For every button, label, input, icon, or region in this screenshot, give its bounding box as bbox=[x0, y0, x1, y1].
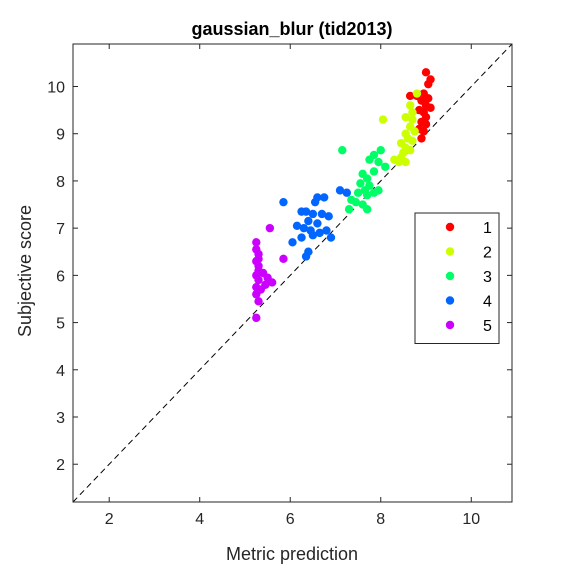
legend: 1 2 3 4 5 bbox=[414, 212, 500, 344]
data-point bbox=[362, 205, 372, 214]
legend-marker bbox=[445, 247, 455, 256]
legend-box bbox=[414, 212, 500, 344]
chart-title: gaussian_blur (tid2013) bbox=[191, 19, 392, 39]
data-point bbox=[362, 174, 372, 183]
data-point bbox=[376, 146, 385, 155]
data-point bbox=[408, 115, 417, 124]
data-point bbox=[279, 197, 288, 207]
x-tick-label: 6 bbox=[286, 511, 295, 528]
data-point bbox=[356, 179, 365, 188]
data-point bbox=[351, 197, 361, 207]
data-point bbox=[421, 120, 431, 129]
y-tick-label: 4 bbox=[56, 363, 65, 380]
data-point bbox=[374, 157, 383, 167]
x-tick-label: 4 bbox=[195, 511, 204, 528]
y-tick-label: 7 bbox=[56, 221, 65, 238]
data-point bbox=[424, 94, 433, 103]
data-point bbox=[365, 155, 374, 164]
x-axis-title: Metric prediction bbox=[226, 544, 358, 564]
legend-marker bbox=[445, 271, 455, 281]
data-point bbox=[394, 157, 404, 167]
y-tick-label: 2 bbox=[56, 457, 65, 474]
legend-label: 1 bbox=[483, 220, 492, 237]
data-point bbox=[319, 193, 329, 202]
x-tick-label: 8 bbox=[376, 511, 385, 528]
data-point bbox=[424, 79, 433, 89]
data-point bbox=[297, 233, 306, 242]
data-point bbox=[378, 115, 388, 124]
x-tick-label: 2 bbox=[105, 511, 114, 528]
data-point bbox=[310, 197, 320, 207]
data-point bbox=[252, 313, 261, 323]
data-point bbox=[265, 223, 275, 233]
y-tick-label: 8 bbox=[56, 174, 65, 191]
data-point bbox=[401, 112, 410, 122]
data-point bbox=[308, 231, 318, 240]
data-point bbox=[254, 297, 263, 306]
data-point bbox=[322, 226, 331, 235]
legend-label: 2 bbox=[483, 245, 492, 262]
data-point bbox=[412, 89, 422, 98]
data-point bbox=[308, 209, 318, 219]
data-point bbox=[369, 167, 379, 176]
data-point bbox=[288, 238, 297, 247]
y-tick-label: 3 bbox=[56, 410, 65, 427]
y-tick-label: 6 bbox=[56, 268, 65, 285]
data-point bbox=[405, 146, 415, 155]
data-point bbox=[419, 127, 428, 136]
data-point bbox=[315, 228, 324, 238]
data-point bbox=[405, 91, 415, 101]
data-point bbox=[297, 207, 306, 216]
data-point bbox=[405, 101, 415, 110]
data-point bbox=[313, 219, 322, 228]
legend-marker bbox=[445, 320, 455, 330]
data-point bbox=[417, 134, 426, 143]
data-point bbox=[401, 157, 410, 167]
data-point bbox=[408, 136, 417, 145]
legend-label: 4 bbox=[483, 294, 492, 311]
data-point bbox=[279, 254, 288, 264]
legend-label: 3 bbox=[483, 269, 492, 286]
data-point bbox=[335, 186, 345, 195]
data-point bbox=[426, 103, 435, 112]
data-point bbox=[381, 162, 390, 171]
axes-box bbox=[72, 43, 513, 503]
data-point bbox=[254, 275, 263, 285]
data-point bbox=[304, 216, 313, 226]
data-point bbox=[353, 188, 363, 197]
data-point bbox=[301, 252, 311, 261]
data-point bbox=[344, 205, 354, 214]
data-point bbox=[252, 238, 261, 247]
y-axis-title: Subjective score bbox=[15, 205, 35, 337]
data-point bbox=[326, 233, 336, 242]
data-point bbox=[292, 221, 302, 230]
data-point bbox=[324, 212, 333, 221]
x-tick-label: 10 bbox=[462, 511, 480, 528]
data-point bbox=[317, 209, 327, 219]
data-point bbox=[410, 127, 419, 136]
data-point bbox=[342, 188, 352, 197]
data-point bbox=[252, 290, 261, 299]
data-point bbox=[421, 68, 431, 77]
data-point bbox=[299, 223, 309, 233]
legend-marker bbox=[445, 296, 455, 305]
legend-label: 5 bbox=[483, 318, 492, 335]
legend-marker bbox=[445, 222, 455, 232]
y-tick-label: 5 bbox=[56, 316, 65, 333]
data-point bbox=[267, 278, 277, 287]
data-point bbox=[408, 108, 417, 117]
y-tick-label: 9 bbox=[56, 127, 65, 144]
data-point bbox=[362, 190, 372, 200]
data-point bbox=[374, 186, 383, 195]
reference-line bbox=[72, 43, 513, 503]
data-point bbox=[338, 146, 347, 155]
y-tick-label: 10 bbox=[47, 79, 65, 96]
